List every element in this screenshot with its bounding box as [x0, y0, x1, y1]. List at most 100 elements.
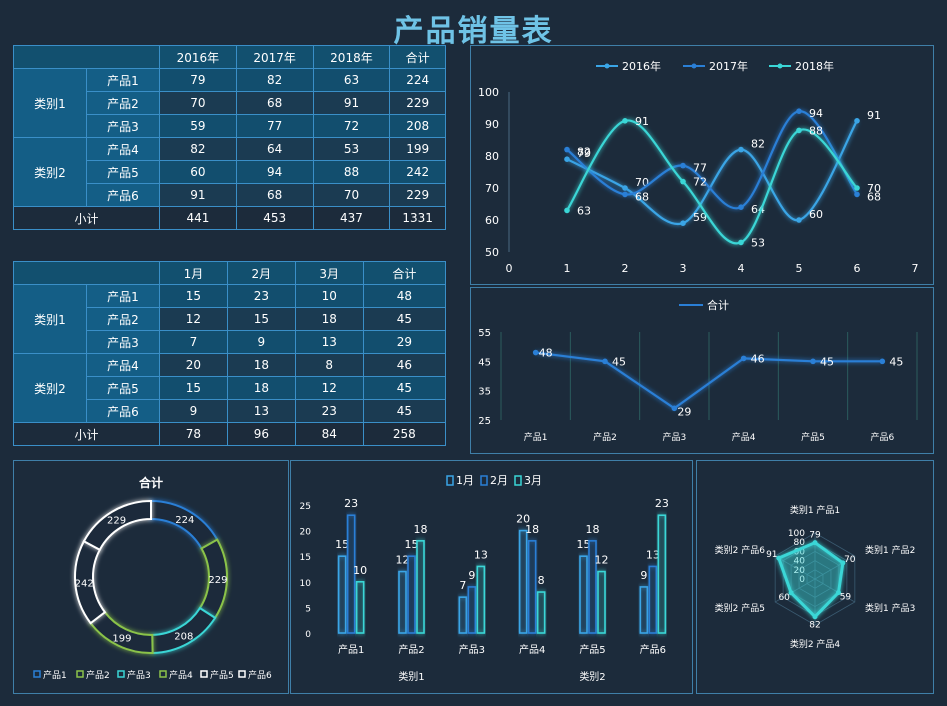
data-label: 82: [577, 146, 591, 159]
bar-value-label: 13: [646, 548, 660, 561]
row-label: 产品1: [86, 68, 160, 92]
bar: [648, 565, 658, 634]
table-cell: 15: [226, 307, 296, 331]
data-label: 60: [809, 208, 823, 221]
data-point: [840, 560, 846, 566]
legend-label: 2018年: [795, 59, 834, 73]
table-cell: 15: [159, 376, 228, 400]
sum-label: 小计: [13, 206, 160, 230]
data-point: [622, 185, 628, 191]
y-tick-label: 10: [300, 579, 312, 589]
legend-swatch: [514, 475, 522, 486]
bar-value-label: 12: [396, 554, 410, 567]
table-cell: 88: [312, 160, 391, 184]
row-label: 产品4: [86, 353, 160, 377]
data-point: [564, 207, 570, 214]
data-point: [680, 220, 686, 226]
bar-value-label: 18: [586, 523, 600, 536]
donut-panel: 合计 224 229 208 199 242 229 产品1 产品2 产品3 产品4 产品5 产品6: [13, 460, 289, 694]
slice-label: 199: [112, 633, 131, 644]
total-line-panel: 25 35 45 55 合计 48 45 29 46 45 45 产品1 产品2 产品3 产品4 产品5 产品6: [470, 287, 934, 454]
total-line-chart: 25 35 45 55 合计 48 45 29 46 45 45 产品1 产品2 产品3 产品4 产品5 产品6: [478, 298, 918, 443]
data-label: 68: [635, 190, 649, 203]
total-donut-chart: 合计 224 229 208 199 242 229 产品1 产品2 产品3 产品4 产品5 产品6: [33, 475, 272, 681]
y-tick-label: 80: [485, 150, 499, 163]
table-cell: 70: [312, 183, 391, 207]
x-tick-label: 产品3: [662, 431, 686, 443]
yearly-line-chart: 50 60 70 80 90 100 0 1 2 3 4 5 6 7 2016年 2017年 2018年 79 70…: [478, 59, 919, 275]
table-cell: 68: [235, 91, 314, 115]
y-tick-label: 35: [478, 387, 491, 398]
data-point: [796, 108, 802, 114]
legend-label: 2017年: [709, 59, 748, 73]
table-cell: 229: [389, 183, 446, 207]
table-cell: 224: [389, 68, 446, 92]
table-corner: [13, 45, 160, 69]
bar-value-label: 15: [405, 538, 419, 551]
table-cell: 242: [389, 160, 446, 184]
table-cell: 82: [159, 137, 237, 161]
x-tick-label: 产品5: [801, 431, 825, 443]
sum-cell: 441: [159, 206, 237, 230]
bar: [527, 540, 537, 634]
axis-label: 类别1 产品1: [790, 504, 840, 516]
y-tick-label: 60: [485, 214, 499, 227]
legend-marker: [691, 63, 697, 69]
legend-swatch: [480, 475, 488, 486]
bar: [398, 570, 407, 634]
group-label: 类别2: [579, 670, 605, 683]
x-tick-label: 产品4: [519, 643, 545, 656]
value-label: 91: [766, 550, 777, 560]
y-tick-label: 5: [305, 604, 311, 614]
data-point: [738, 239, 744, 246]
data-point: [671, 405, 678, 412]
legend-swatch: [33, 670, 41, 678]
data-label: 68: [867, 190, 881, 203]
table-cell: 48: [362, 284, 447, 308]
legend-swatch: [200, 670, 208, 678]
sum-cell: 78: [159, 422, 228, 446]
data-point: [776, 555, 782, 561]
yearly-sales-table: 2016年 2017年 2018年 合计 类别1 产品1 79 82 63 22…: [13, 45, 446, 230]
data-label: 70: [867, 182, 881, 195]
slice-label: 224: [175, 515, 194, 526]
legend-swatch: [446, 475, 454, 486]
table-cell: 13: [294, 330, 364, 354]
axis-label: 类别2 产品6: [715, 544, 766, 556]
table-cell: 59: [159, 114, 237, 138]
data-label: 63: [577, 204, 591, 217]
table-cell: 60: [159, 160, 237, 184]
table-cell: 208: [389, 114, 446, 138]
bar: [639, 586, 649, 634]
value-label: 70: [844, 555, 856, 565]
row-label: 产品4: [86, 137, 160, 161]
data-point: [680, 162, 686, 169]
table-cell: 7: [159, 330, 228, 354]
bar: [597, 570, 606, 634]
table-cell: 12: [159, 307, 228, 331]
legend-label: 2016年: [622, 59, 661, 73]
table-cell: 94: [235, 160, 314, 184]
slice-label: 229: [208, 575, 227, 586]
col-header: 3月: [294, 261, 364, 285]
table-cell: 68: [235, 183, 314, 207]
x-tick-label: 0: [506, 262, 513, 275]
data-point: [738, 146, 744, 153]
data-label: 91: [635, 115, 649, 128]
donut-slice: [82, 499, 152, 552]
table-cell: 79: [159, 68, 237, 92]
sum-cell: 258: [362, 422, 447, 446]
data-point: [812, 540, 818, 546]
table-cell: 70: [159, 91, 237, 115]
x-tick-label: 产品6: [640, 643, 666, 656]
row-label: 产品6: [86, 183, 160, 207]
y-tick-label: 70: [485, 182, 499, 195]
data-label: 45: [820, 355, 834, 368]
bar: [588, 540, 597, 634]
x-tick-label: 产品2: [593, 431, 617, 443]
data-label: 77: [693, 162, 707, 175]
value-label: 79: [809, 531, 821, 541]
axis-label: 类别1 产品2: [865, 544, 915, 556]
slice-label: 208: [174, 631, 193, 642]
